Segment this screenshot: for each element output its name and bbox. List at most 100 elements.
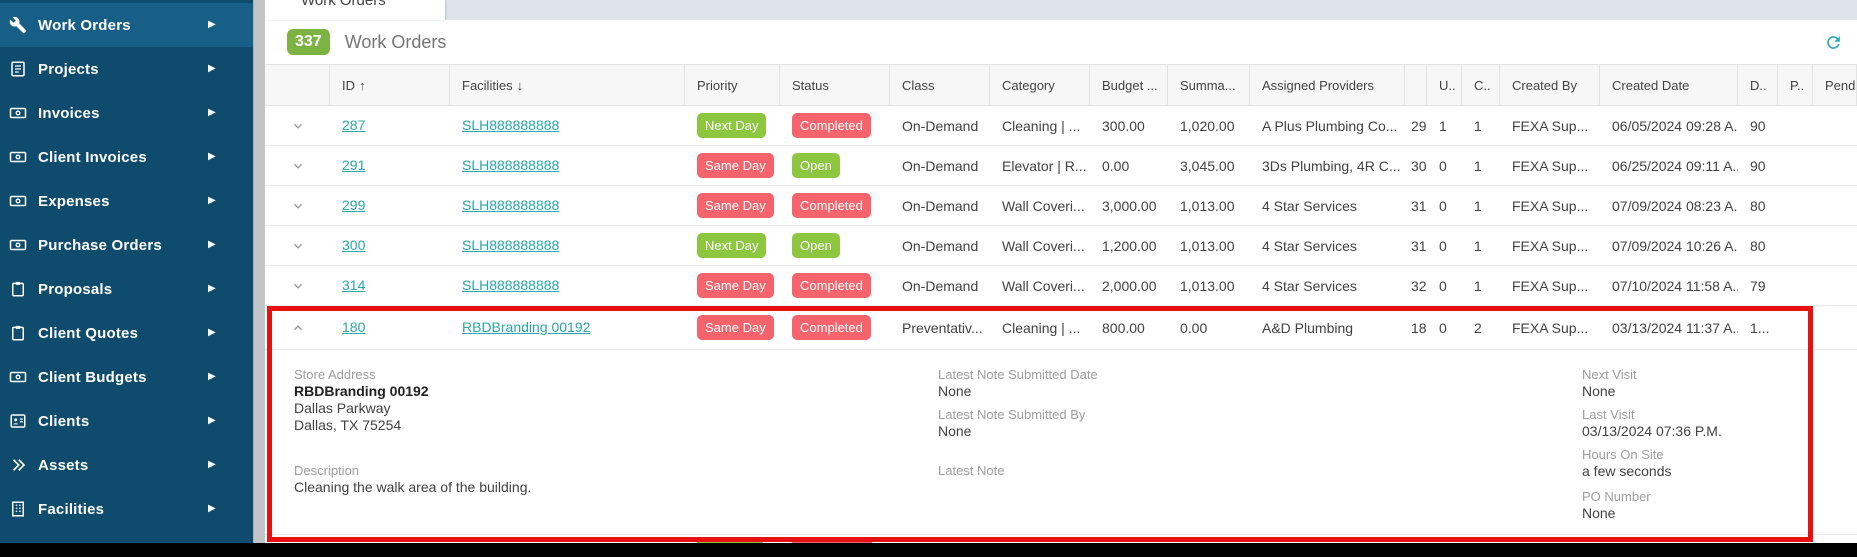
facility-link[interactable]: SLH888888888 <box>462 276 560 293</box>
sidebar-item-label: Purchase Orders <box>38 236 162 254</box>
sidebar-item-label: Facilities <box>38 500 105 518</box>
cell-d: 80 <box>1750 197 1766 214</box>
work-order-id-link[interactable]: 291 <box>342 156 366 173</box>
cell-budget: 800.00 <box>1102 319 1145 336</box>
status-badge: Open <box>792 153 840 178</box>
chevron-down-icon[interactable] <box>291 119 305 133</box>
sidebar-item-client-quotes[interactable]: Client Quotes ▶ <box>0 311 253 355</box>
cell-summary: 3,045.00 <box>1180 157 1235 174</box>
building-icon <box>9 500 31 518</box>
work-order-id-link[interactable]: 300 <box>342 236 366 253</box>
facility-link[interactable]: SLH888888888 <box>462 156 560 173</box>
sidebar-item-label: Proposals <box>38 280 113 298</box>
header-facilities[interactable]: Facilities ↓ <box>450 65 685 105</box>
chevron-right-icon: ▶ <box>208 415 216 426</box>
status-badge: Completed <box>792 193 871 218</box>
header-priority[interactable]: Priority <box>685 65 780 105</box>
header-assigned-providers[interactable]: Assigned Providers <box>1250 65 1405 105</box>
header-pending[interactable]: Pend <box>1813 65 1857 105</box>
table-row[interactable]: 300 SLH888888888 Next Day Open On-Demand… <box>265 226 1857 266</box>
header-created-by[interactable]: Created By <box>1500 65 1600 105</box>
chevron-right-icon: ▶ <box>208 327 216 338</box>
header-category[interactable]: Category <box>990 65 1090 105</box>
chevron-down-icon[interactable] <box>291 279 305 293</box>
facility-link[interactable]: SLH888888888 <box>462 116 560 133</box>
sidebar-item-purchase-orders[interactable]: Purchase Orders ▶ <box>0 223 253 267</box>
id-card-icon <box>9 412 31 430</box>
table-row[interactable]: 314 SLH888888888 Same Day Completed On-D… <box>265 266 1857 306</box>
chevron-right-icon: ▶ <box>208 151 216 162</box>
detail-store-address: Store Address RBDBranding 00192 Dallas P… <box>294 367 429 433</box>
priority-badge: Same Day <box>697 315 774 340</box>
table-row-expanded[interactable]: 180 RBDBranding 00192 Same Day Completed… <box>265 306 1857 350</box>
cell-u: 0 <box>1439 157 1447 174</box>
header-status[interactable]: Status <box>780 65 890 105</box>
sidebar-item-label: Projects <box>38 60 99 78</box>
sidebar-item-client-budgets[interactable]: Client Budgets ▶ <box>0 355 253 399</box>
sidebar-item-assets[interactable]: Assets ▶ <box>0 443 253 487</box>
header-summary[interactable]: Summa... <box>1168 65 1250 105</box>
sidebar-item-label: Client Quotes <box>38 324 139 342</box>
sort-asc-icon: ↑ <box>359 77 366 93</box>
expanded-detail-panel: Store Address RBDBranding 00192 Dallas P… <box>265 350 1857 535</box>
header-id[interactable]: ID ↑ <box>330 65 450 105</box>
work-order-id-link[interactable]: 299 <box>342 196 366 213</box>
chevron-down-icon[interactable] <box>291 199 305 213</box>
tab-label: Work Orders <box>301 0 386 9</box>
cell-created-date: 06/25/2024 09:11 A... <box>1612 157 1738 174</box>
clipboard-icon <box>9 280 31 298</box>
cell-category: Wall Coveri... <box>1002 197 1085 214</box>
chevron-down-icon[interactable] <box>291 159 305 173</box>
partial-next-row <box>265 535 1857 543</box>
sidebar-item-expenses[interactable]: Expenses ▶ <box>0 179 253 223</box>
cell-class: On-Demand <box>902 237 979 254</box>
table-row[interactable]: 287 SLH888888888 Next Day Completed On-D… <box>265 106 1857 146</box>
chevron-down-icon[interactable] <box>291 239 305 253</box>
header-u[interactable]: U.. <box>1427 65 1462 105</box>
sidebar-item-invoices[interactable]: Invoices ▶ <box>0 91 253 135</box>
cell-category: Cleaning | ... <box>1002 319 1081 336</box>
header-created-date[interactable]: Created Date <box>1600 65 1738 105</box>
header-budget[interactable]: Budget ... <box>1090 65 1168 105</box>
count-badge: 337 <box>287 29 330 55</box>
cell-class: On-Demand <box>902 277 979 294</box>
header-p[interactable]: P.. <box>1778 65 1813 105</box>
chevron-up-icon[interactable] <box>291 321 305 335</box>
sidebar-item-projects[interactable]: Projects ▶ <box>0 47 253 91</box>
cell-u: 1 <box>1439 117 1447 134</box>
cell-assigned-providers: 4 Star Services <box>1262 197 1357 214</box>
work-order-id-link[interactable]: 314 <box>342 276 366 293</box>
sidebar-item-clients[interactable]: Clients ▶ <box>0 399 253 443</box>
cell-category: Wall Coveri... <box>1002 277 1085 294</box>
sidebar-item-label: Invoices <box>38 104 100 122</box>
cell-created-date: 07/09/2024 10:26 A... <box>1612 237 1738 254</box>
facility-link[interactable]: SLH888888888 <box>462 196 560 213</box>
cell-class: On-Demand <box>902 157 979 174</box>
sidebar-item-client-invoices[interactable]: Client Invoices ▶ <box>0 135 253 179</box>
cell-class: On-Demand <box>902 117 979 134</box>
cell-summary: 0.00 <box>1180 319 1208 336</box>
vertical-scrollbar[interactable] <box>253 0 265 543</box>
sidebar-item-facilities[interactable]: Facilities ▶ <box>0 487 253 531</box>
work-order-id-link[interactable]: 180 <box>342 318 366 335</box>
header-blank[interactable] <box>1405 65 1427 105</box>
cell-d: 90 <box>1750 117 1766 134</box>
tab-work-orders[interactable]: Work Orders <box>265 0 445 20</box>
work-order-id-link[interactable]: 287 <box>342 116 366 133</box>
header-d[interactable]: D.. <box>1738 65 1778 105</box>
cell-created-by: FEXA Sup... <box>1512 237 1589 254</box>
chevron-right-icon: ▶ <box>208 371 216 382</box>
cell-c: 1 <box>1474 157 1482 174</box>
facility-link[interactable]: RBDBranding 00192 <box>462 318 591 335</box>
refresh-icon[interactable] <box>1824 33 1843 52</box>
header-c[interactable]: C.. <box>1462 65 1500 105</box>
facility-link[interactable]: SLH888888888 <box>462 236 560 253</box>
sidebar-item-proposals[interactable]: Proposals ▶ <box>0 267 253 311</box>
table-row[interactable]: 299 SLH888888888 Same Day Completed On-D… <box>265 186 1857 226</box>
table-row[interactable]: 291 SLH888888888 Same Day Open On-Demand… <box>265 146 1857 186</box>
cell-c: 1 <box>1474 237 1482 254</box>
cell-class: On-Demand <box>902 197 979 214</box>
sidebar-item-work-orders[interactable]: Work Orders ▶ <box>0 3 253 47</box>
detail-latest-note-submitted-date: Latest Note Submitted Date None <box>938 367 1098 399</box>
header-class[interactable]: Class <box>890 65 990 105</box>
